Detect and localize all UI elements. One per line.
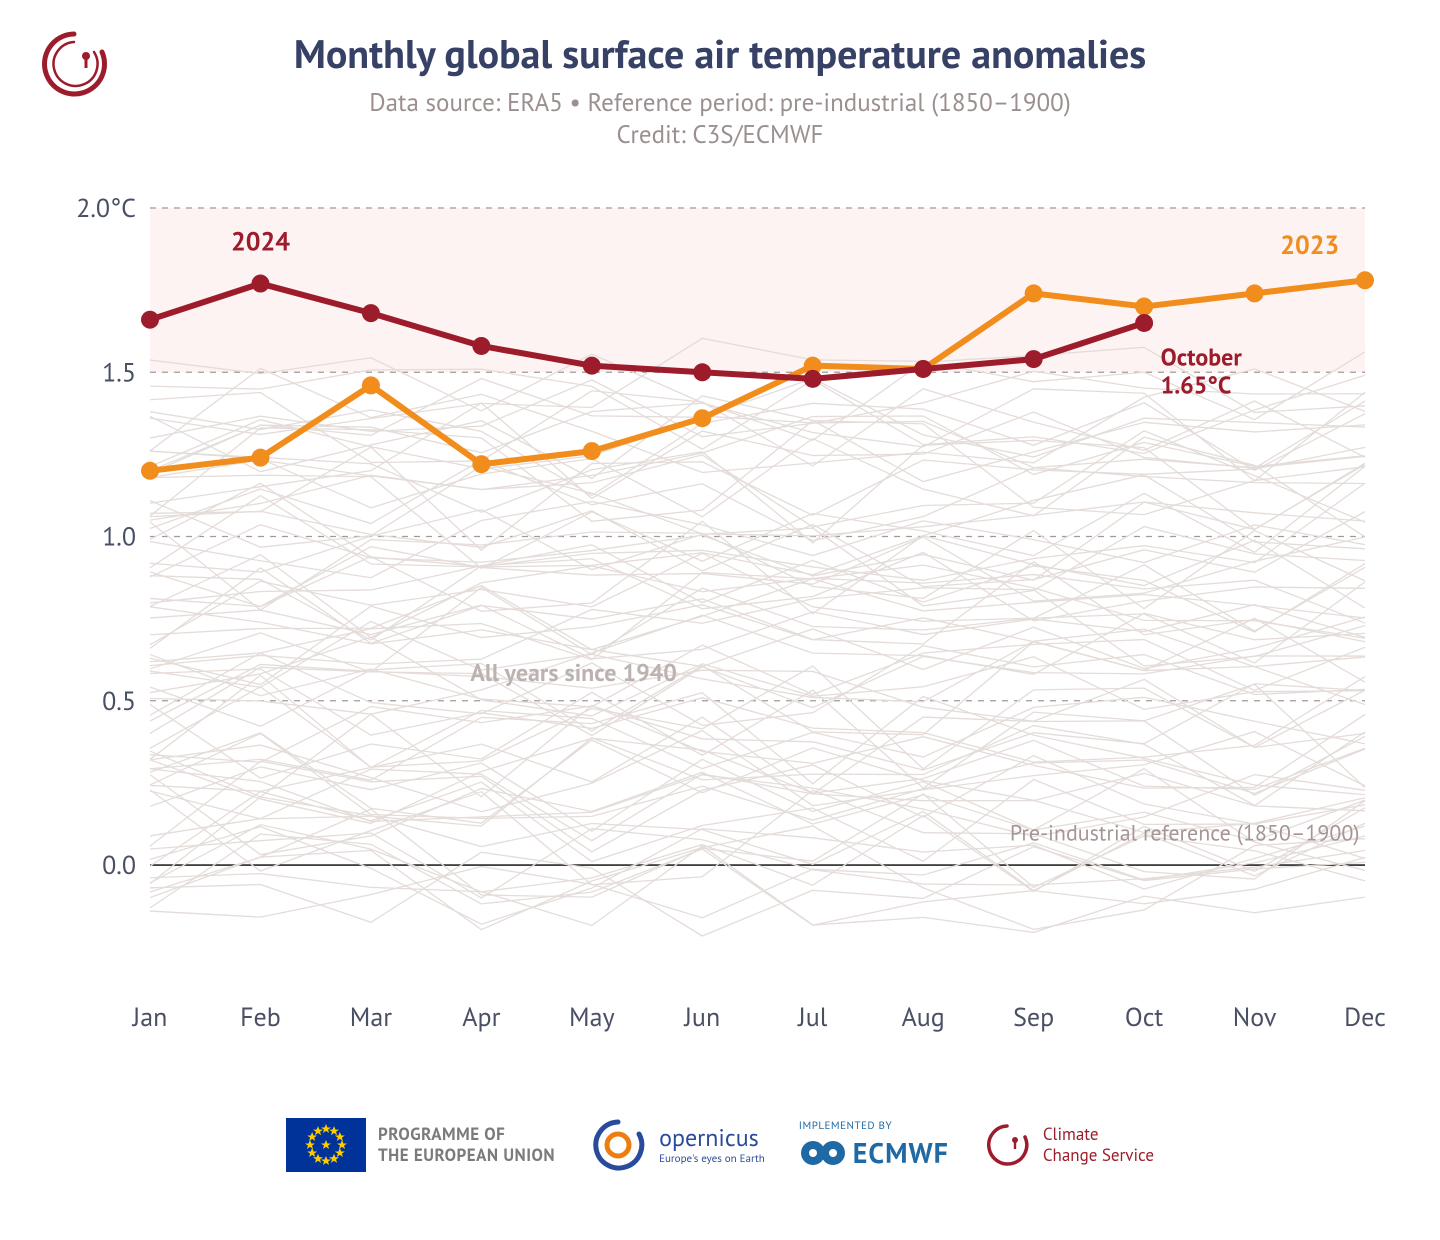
series-2024-marker [914, 360, 932, 378]
series-2023-marker [693, 409, 711, 427]
series-2023-marker [1135, 298, 1153, 316]
ecmwf-tag: IMPLEMENTED BY [799, 1120, 892, 1134]
ccs-text: Climate Change Service [1043, 1124, 1154, 1167]
x-tick-label: Apr [462, 1001, 500, 1034]
y-tick-label: 1.5 [102, 356, 136, 389]
historical-year-line [150, 403, 1365, 496]
series-2023-label: 2023 [1280, 229, 1339, 262]
series-2023-marker [583, 442, 601, 460]
x-tick-label: Nov [1233, 1001, 1277, 1034]
x-tick-label: Dec [1344, 1001, 1386, 1034]
historical-year-line [150, 847, 1365, 936]
series-2024-marker [804, 370, 822, 388]
copernicus-logo: opernicus Europe's eyes on Earth [589, 1116, 765, 1174]
x-tick-label: May [569, 1001, 615, 1034]
callout-month: October [1161, 342, 1243, 373]
series-2023-marker [1246, 284, 1264, 302]
series-2023-marker [1025, 284, 1043, 302]
eu-logo-text: PROGRAMME OF THE EUROPEAN UNION [378, 1124, 555, 1167]
historical-year-line [150, 437, 1365, 537]
chart-subtitle-1: Data source: ERA5 • Reference period: pr… [0, 86, 1440, 118]
copernicus-text: opernicus Europe's eyes on Earth [659, 1123, 765, 1167]
copernicus-tagline: Europe's eyes on Earth [659, 1153, 765, 1167]
series-2023-marker [362, 376, 380, 394]
historical-year-line [150, 637, 1365, 716]
x-tick-label: Jul [797, 1001, 828, 1034]
y-tick-label: 0.5 [102, 685, 136, 718]
x-tick-label: Feb [240, 1001, 281, 1034]
series-2024-label: 2024 [231, 226, 290, 259]
ecmwf-icon [799, 1138, 847, 1168]
y-tick-label: 2.0°C [76, 192, 136, 225]
historical-year-line [150, 846, 1365, 932]
historical-year-line [150, 588, 1365, 666]
ecmwf-logo: IMPLEMENTED BY ECMWF [799, 1120, 949, 1171]
series-2024-marker [583, 357, 601, 375]
series-2024-marker [1135, 314, 1153, 332]
series-2024-marker [1025, 350, 1043, 368]
preindustrial-ref-label: Pre-industrial reference (1850–1900) [1010, 819, 1360, 847]
series-2024-marker [251, 275, 269, 293]
historical-year-line [150, 605, 1365, 659]
page: Monthly global surface air temperature a… [0, 0, 1440, 1240]
x-tick-label: Jan [132, 1001, 168, 1034]
series-2023-marker [251, 449, 269, 467]
chart-title: Monthly global surface air temperature a… [0, 28, 1440, 80]
footer-logos: PROGRAMME OF THE EUROPEAN UNION opernicu… [0, 1100, 1440, 1190]
series-2023-marker [1356, 271, 1374, 289]
copernicus-icon [589, 1116, 647, 1174]
x-tick-label: Sep [1013, 1001, 1054, 1034]
callout-value: 1.65°C [1161, 370, 1232, 401]
anomaly-chart: 0.0 0.5 1.0 1.5 2.0°C Jan Feb Mar Apr May Jun Jul Au… [55, 190, 1395, 1060]
series-2023-marker [472, 455, 490, 473]
series-2024-marker [472, 337, 490, 355]
ccs-icon [983, 1121, 1031, 1169]
historical-year-line [150, 466, 1365, 568]
y-tick-label: 1.0 [102, 521, 136, 554]
series-2023-marker [141, 462, 159, 480]
series-2024-marker [693, 363, 711, 381]
historical-years-label: All years since 1940 [470, 657, 677, 688]
y-tick-label: 0.0 [102, 849, 136, 882]
x-tick-label: Mar [350, 1001, 392, 1034]
eu-logo: PROGRAMME OF THE EUROPEAN UNION [286, 1118, 555, 1172]
x-tick-label: Jun [683, 1001, 720, 1034]
ccs-logo: Climate Change Service [983, 1121, 1154, 1169]
x-tick-label: Oct [1125, 1001, 1164, 1034]
eu-flag-icon [286, 1118, 366, 1172]
historical-year-line [150, 669, 1365, 762]
x-tick-label: Aug [902, 1001, 945, 1034]
series-2024-marker [141, 311, 159, 329]
chart-subtitle-2: Credit: C3S/ECMWF [0, 118, 1440, 150]
series-2024-marker [362, 304, 380, 322]
